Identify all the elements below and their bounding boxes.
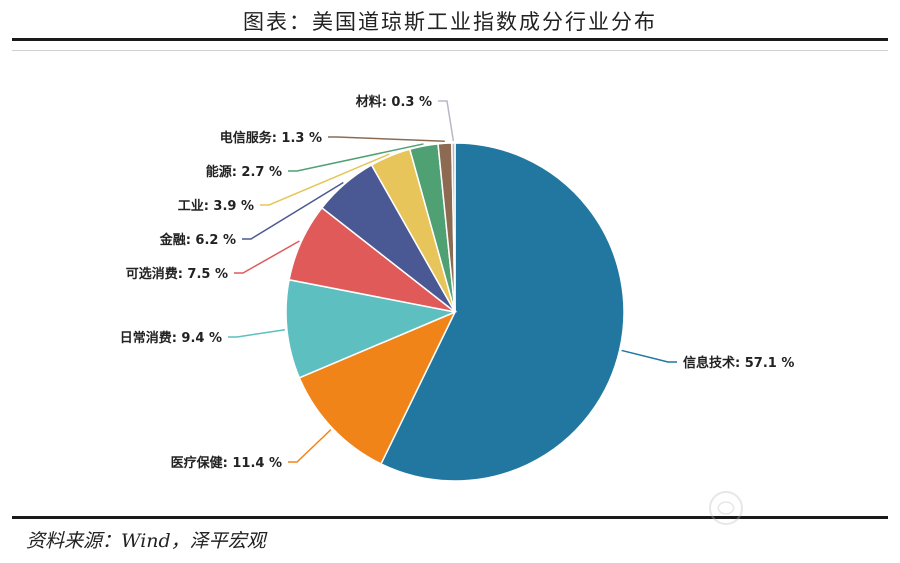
pie-leader-3 bbox=[228, 328, 286, 338]
pie-label-1: 信息技术: 57.1 % bbox=[683, 355, 794, 371]
pie-slice-2 bbox=[298, 310, 457, 465]
pie-slices bbox=[285, 142, 625, 482]
pie-slice-1 bbox=[379, 142, 625, 482]
pie-leader-2 bbox=[288, 429, 332, 463]
pie-leader-6 bbox=[260, 153, 390, 206]
pie-label-6: 工业: 3.9 % bbox=[178, 198, 254, 214]
source-note: 资料来源：Wind，泽平宏观 bbox=[26, 530, 266, 552]
top-rule bbox=[12, 38, 888, 41]
pie-label-3: 日常消费: 9.4 % bbox=[120, 330, 222, 346]
pie-label-2: 医疗保健: 11.4 % bbox=[171, 455, 282, 471]
pie-leader-7 bbox=[288, 143, 424, 172]
pie-label-5: 金融: 6.2 % bbox=[159, 232, 236, 248]
watermark-logo bbox=[709, 491, 743, 525]
pie-label-4: 可选消费: 7.5 % bbox=[126, 266, 228, 282]
pie-leader-5 bbox=[242, 181, 344, 240]
pie-leader-1 bbox=[621, 349, 677, 363]
pie-leader-9 bbox=[438, 100, 455, 142]
pie-leader-lines bbox=[228, 100, 677, 463]
pie-labels: 信息技术: 57.1 % 医疗保健: 11.4 % 日常消费: 9.4 % 可选消费:… bbox=[120, 94, 795, 471]
pie-label-7: 能源: 2.7 % bbox=[206, 164, 282, 180]
pie-label-8: 电信服务: 1.3 % bbox=[220, 130, 322, 146]
pie-slice-9 bbox=[451, 142, 456, 313]
pie-leader-8 bbox=[328, 136, 445, 143]
chart-title: 图表：美国道琼斯工业指数成分行业分布 bbox=[243, 10, 657, 34]
bottom-rule bbox=[12, 516, 888, 519]
pie-leader-4 bbox=[234, 240, 300, 274]
top-thin-rule bbox=[12, 50, 888, 51]
pie-label-9: 材料: 0.3 % bbox=[356, 94, 432, 110]
